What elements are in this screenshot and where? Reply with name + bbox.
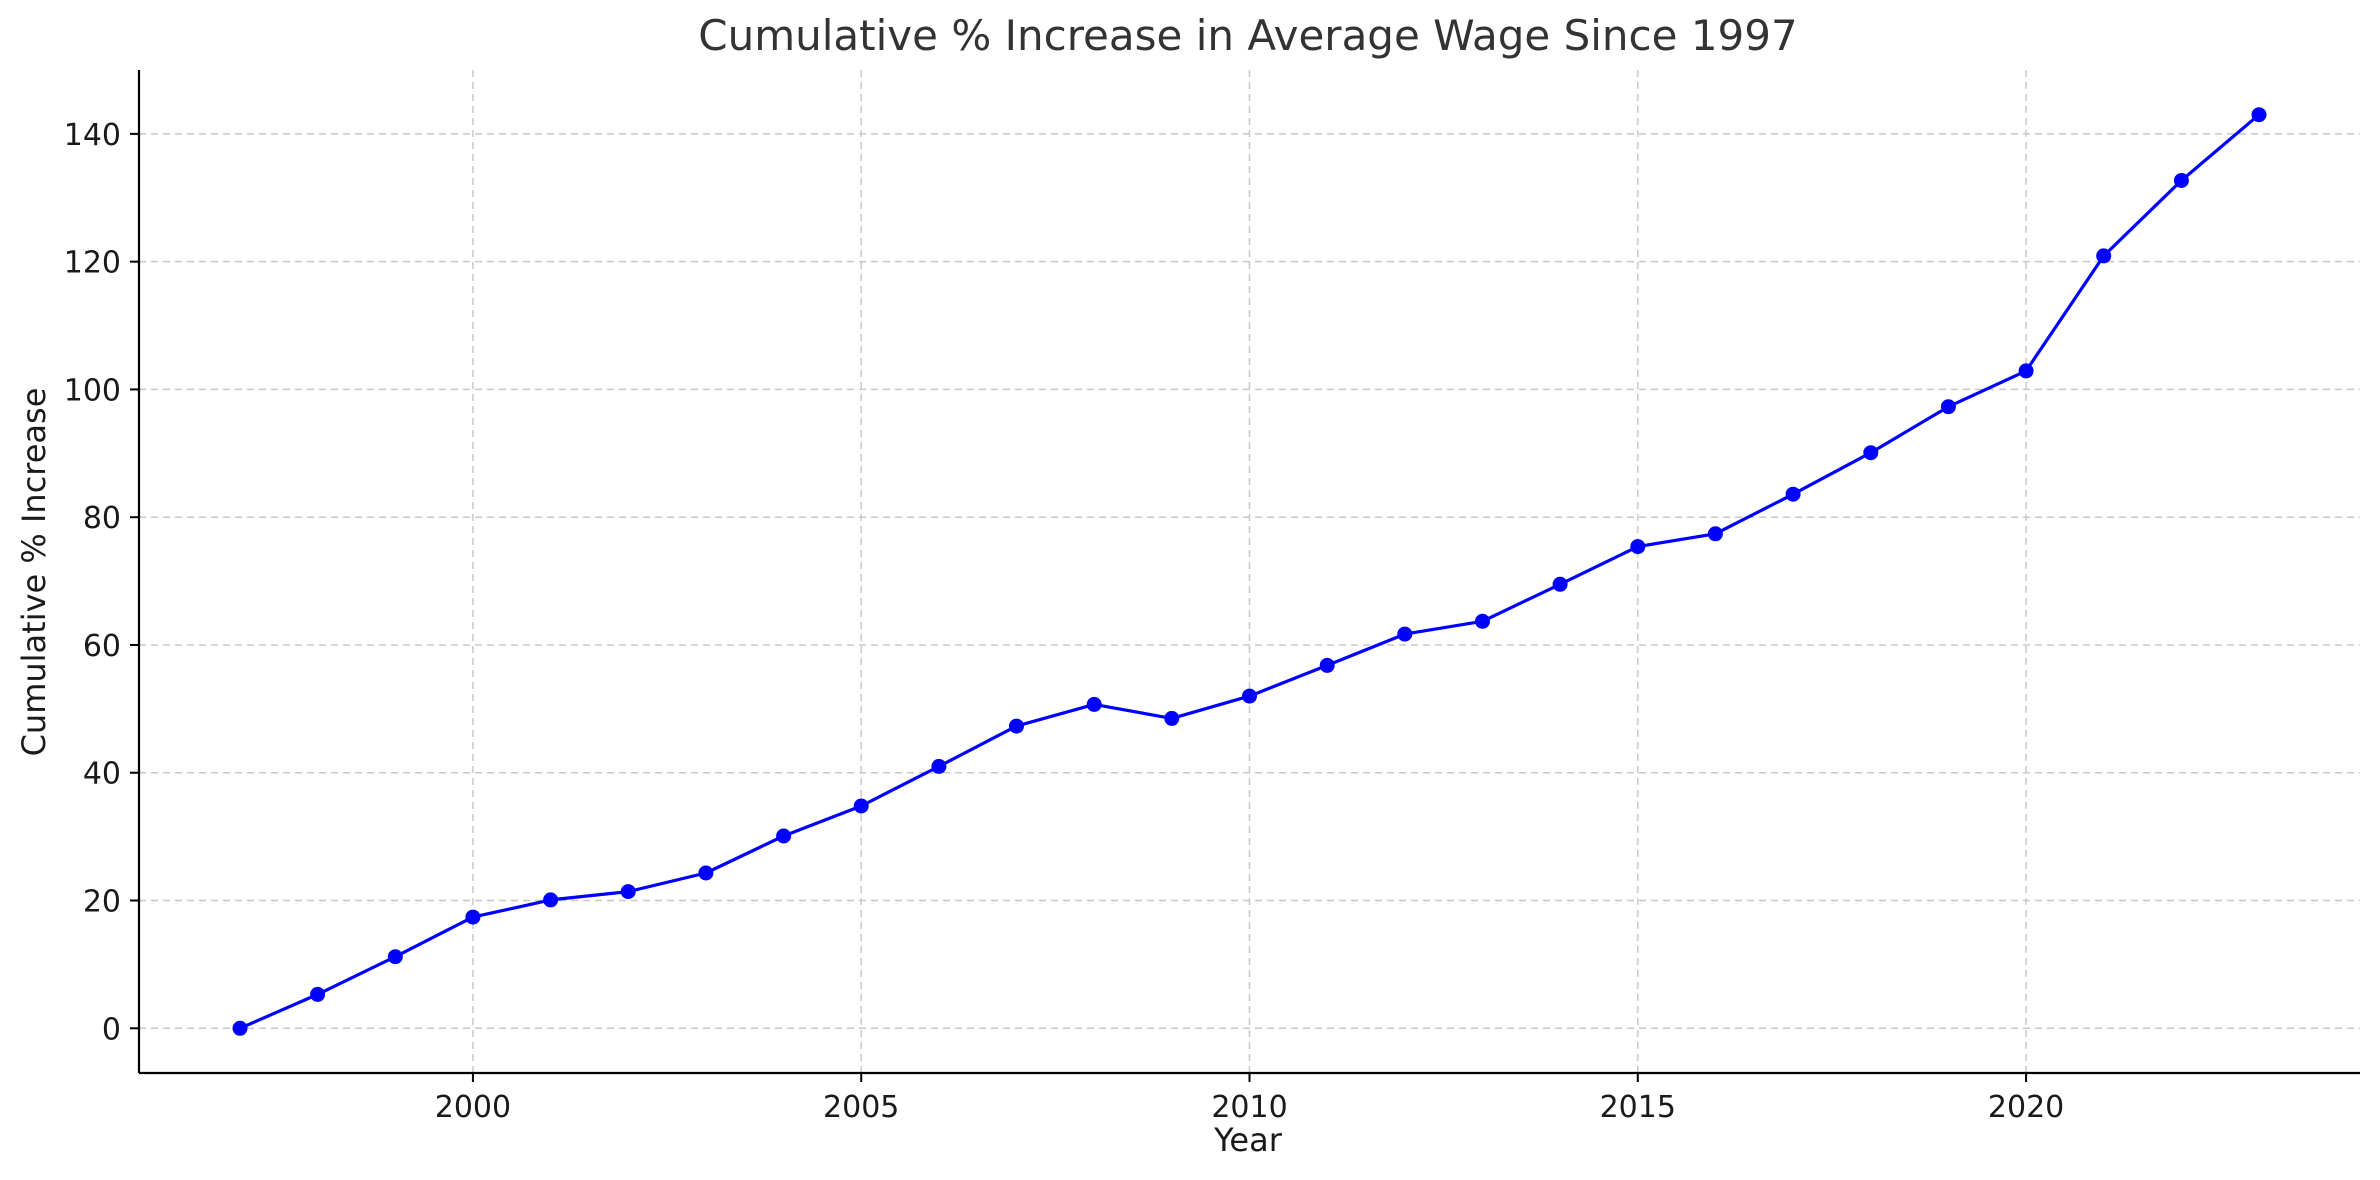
x-axis-label: Year: [1213, 1121, 1283, 1159]
y-tick-label: 0: [102, 1012, 121, 1047]
data-point: [1009, 718, 1024, 734]
x-tick-label: 2005: [823, 1090, 899, 1125]
data-point: [853, 798, 869, 814]
x-tick-label: 2000: [435, 1090, 511, 1125]
x-tick-label: 2015: [1600, 1090, 1676, 1125]
x-axis-ticks: 2000 2005 2010 2015 2020: [435, 1073, 2064, 1125]
data-point: [2096, 248, 2112, 264]
y-axis-ticks: 0 20 40 60 80 100 120 140: [64, 118, 139, 1047]
data-point: [1785, 486, 1801, 502]
data-point: [2018, 363, 2034, 379]
data-point: [776, 828, 792, 844]
data-point: [1940, 399, 1956, 415]
data-point: [2251, 107, 2267, 123]
y-tick-label: 40: [83, 757, 121, 792]
y-tick-label: 60: [83, 629, 121, 664]
data-point: [1319, 657, 1335, 673]
data-point: [465, 909, 481, 925]
data-point: [543, 892, 559, 908]
data-point: [1630, 539, 1646, 555]
data-point: [1164, 710, 1180, 726]
data-point: [1552, 576, 1568, 592]
data-point: [620, 884, 636, 900]
data-point: [931, 758, 947, 774]
data-point: [232, 1020, 248, 1036]
data-point: [1707, 526, 1723, 542]
data-point: [387, 949, 403, 965]
chart-title: Cumulative % Increase in Average Wage Si…: [698, 11, 1797, 60]
y-axis-label: Cumulative % Increase: [15, 388, 53, 757]
y-tick-label: 140: [64, 118, 121, 153]
x-tick-label: 2010: [1211, 1090, 1287, 1125]
y-tick-label: 20: [83, 885, 121, 920]
data-point: [698, 865, 714, 881]
y-tick-label: 80: [83, 501, 121, 536]
grid: [139, 70, 2360, 1073]
data-point: [310, 986, 326, 1002]
data-point: [1863, 445, 1879, 461]
x-tick-label: 2020: [1988, 1090, 2064, 1125]
series-wage-increase: [232, 107, 2267, 1036]
data-point: [1086, 696, 1102, 712]
y-tick-label: 120: [64, 246, 121, 281]
y-tick-label: 100: [64, 373, 121, 408]
data-point: [2173, 173, 2189, 188]
data-point: [1242, 688, 1257, 704]
data-point: [1475, 613, 1490, 629]
data-point: [1397, 626, 1413, 642]
